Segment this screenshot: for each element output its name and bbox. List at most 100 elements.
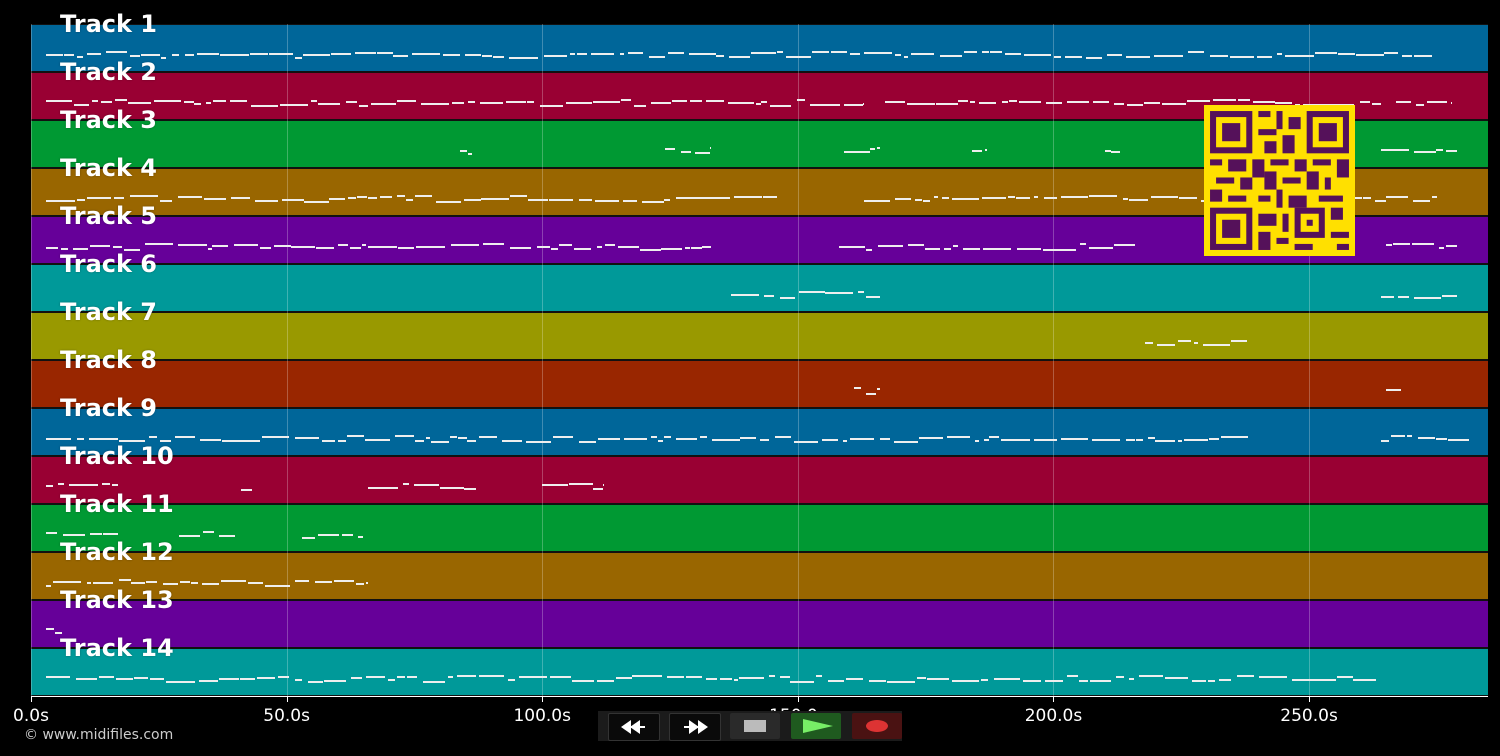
track-label: Track 7 (60, 298, 158, 326)
midi-note (1161, 103, 1186, 106)
midi-note (144, 243, 173, 246)
midi-note (1018, 100, 1026, 103)
midi-note (542, 484, 568, 487)
midi-note (793, 440, 818, 443)
midi-note (843, 150, 871, 153)
midi-note (1218, 679, 1232, 682)
midi-note (1043, 197, 1058, 200)
midi-note (597, 245, 602, 248)
play-button[interactable] (791, 713, 841, 739)
midi-note (759, 439, 769, 442)
midi-note (1295, 103, 1300, 106)
midi-note (1067, 101, 1089, 104)
midi-note (341, 533, 349, 536)
fast-forward-button[interactable] (669, 713, 721, 741)
midi-note (301, 536, 316, 539)
midi-note (1385, 195, 1408, 198)
midi-note (291, 245, 315, 248)
midi-note (1023, 54, 1052, 57)
midi-note (720, 677, 733, 680)
rewind-button[interactable] (608, 713, 660, 741)
midi-note (894, 53, 902, 56)
midi-note (1000, 438, 1030, 441)
midi-note (796, 99, 806, 102)
midi-note (574, 248, 592, 251)
midi-note (101, 101, 112, 104)
midi-note (337, 244, 348, 247)
midi-note (733, 678, 739, 681)
midi-note (113, 245, 122, 248)
midi-note (316, 247, 335, 250)
midi-note (115, 678, 134, 681)
midi-note (865, 248, 873, 251)
play-icon (803, 719, 833, 733)
midi-note (1292, 678, 1301, 681)
midi-note (1104, 149, 1112, 152)
midi-note (114, 99, 128, 102)
midi-note (63, 53, 74, 56)
midi-note (394, 435, 414, 438)
midi-note (865, 295, 880, 298)
midi-note (1300, 678, 1319, 681)
midi-note (502, 439, 522, 442)
midi-note (963, 247, 980, 250)
midi-note (230, 100, 247, 103)
midi-note (602, 483, 604, 486)
midi-note (821, 439, 838, 442)
midi-note (274, 244, 291, 247)
midi-note (577, 53, 587, 56)
midi-note (592, 488, 603, 491)
midi-note (906, 102, 936, 105)
midi-note (127, 101, 151, 104)
midi-note (1177, 439, 1183, 442)
midi-note (597, 438, 620, 441)
midi-note (668, 51, 685, 54)
midi-note (234, 243, 258, 246)
record-button[interactable] (852, 713, 902, 739)
midi-note (590, 52, 614, 55)
midi-note (509, 56, 539, 59)
midi-note (1061, 196, 1088, 199)
midi-note (963, 51, 977, 54)
midi-note (130, 55, 141, 58)
midi-note (46, 627, 54, 630)
midi-note (350, 246, 361, 249)
midi-note (1325, 103, 1354, 106)
midi-note (595, 200, 619, 203)
midi-note (193, 103, 202, 106)
midi-note (699, 436, 708, 439)
midi-note (657, 440, 664, 443)
midi-note (952, 680, 979, 683)
midi-note (864, 51, 872, 54)
midi-note (197, 52, 219, 55)
midi-note (739, 677, 764, 680)
midi-note (46, 247, 58, 250)
midi-note (623, 437, 648, 440)
midi-note (411, 52, 441, 55)
midi-note (247, 581, 263, 584)
midi-note (619, 53, 624, 56)
midi-note (664, 148, 676, 151)
midi-note (259, 246, 272, 249)
midi-note (443, 53, 460, 56)
midi-note (89, 437, 119, 440)
midi-note (1007, 195, 1016, 198)
midi-note (568, 483, 593, 486)
midi-note (1414, 54, 1432, 57)
midi-note (89, 533, 102, 536)
midi-note (1284, 54, 1315, 57)
midi-note (1113, 102, 1125, 105)
midi-note (790, 680, 815, 683)
midi-note (526, 101, 535, 104)
midi-note (212, 100, 226, 103)
midi-note (465, 53, 481, 56)
midi-note (681, 151, 692, 154)
midi-note (849, 438, 875, 441)
stop-button[interactable] (730, 713, 780, 739)
midi-note (329, 197, 346, 200)
midi-note (1129, 198, 1148, 201)
midi-note (842, 439, 848, 442)
midi-note (751, 52, 777, 54)
midi-note (239, 678, 255, 681)
midi-note (868, 679, 886, 682)
